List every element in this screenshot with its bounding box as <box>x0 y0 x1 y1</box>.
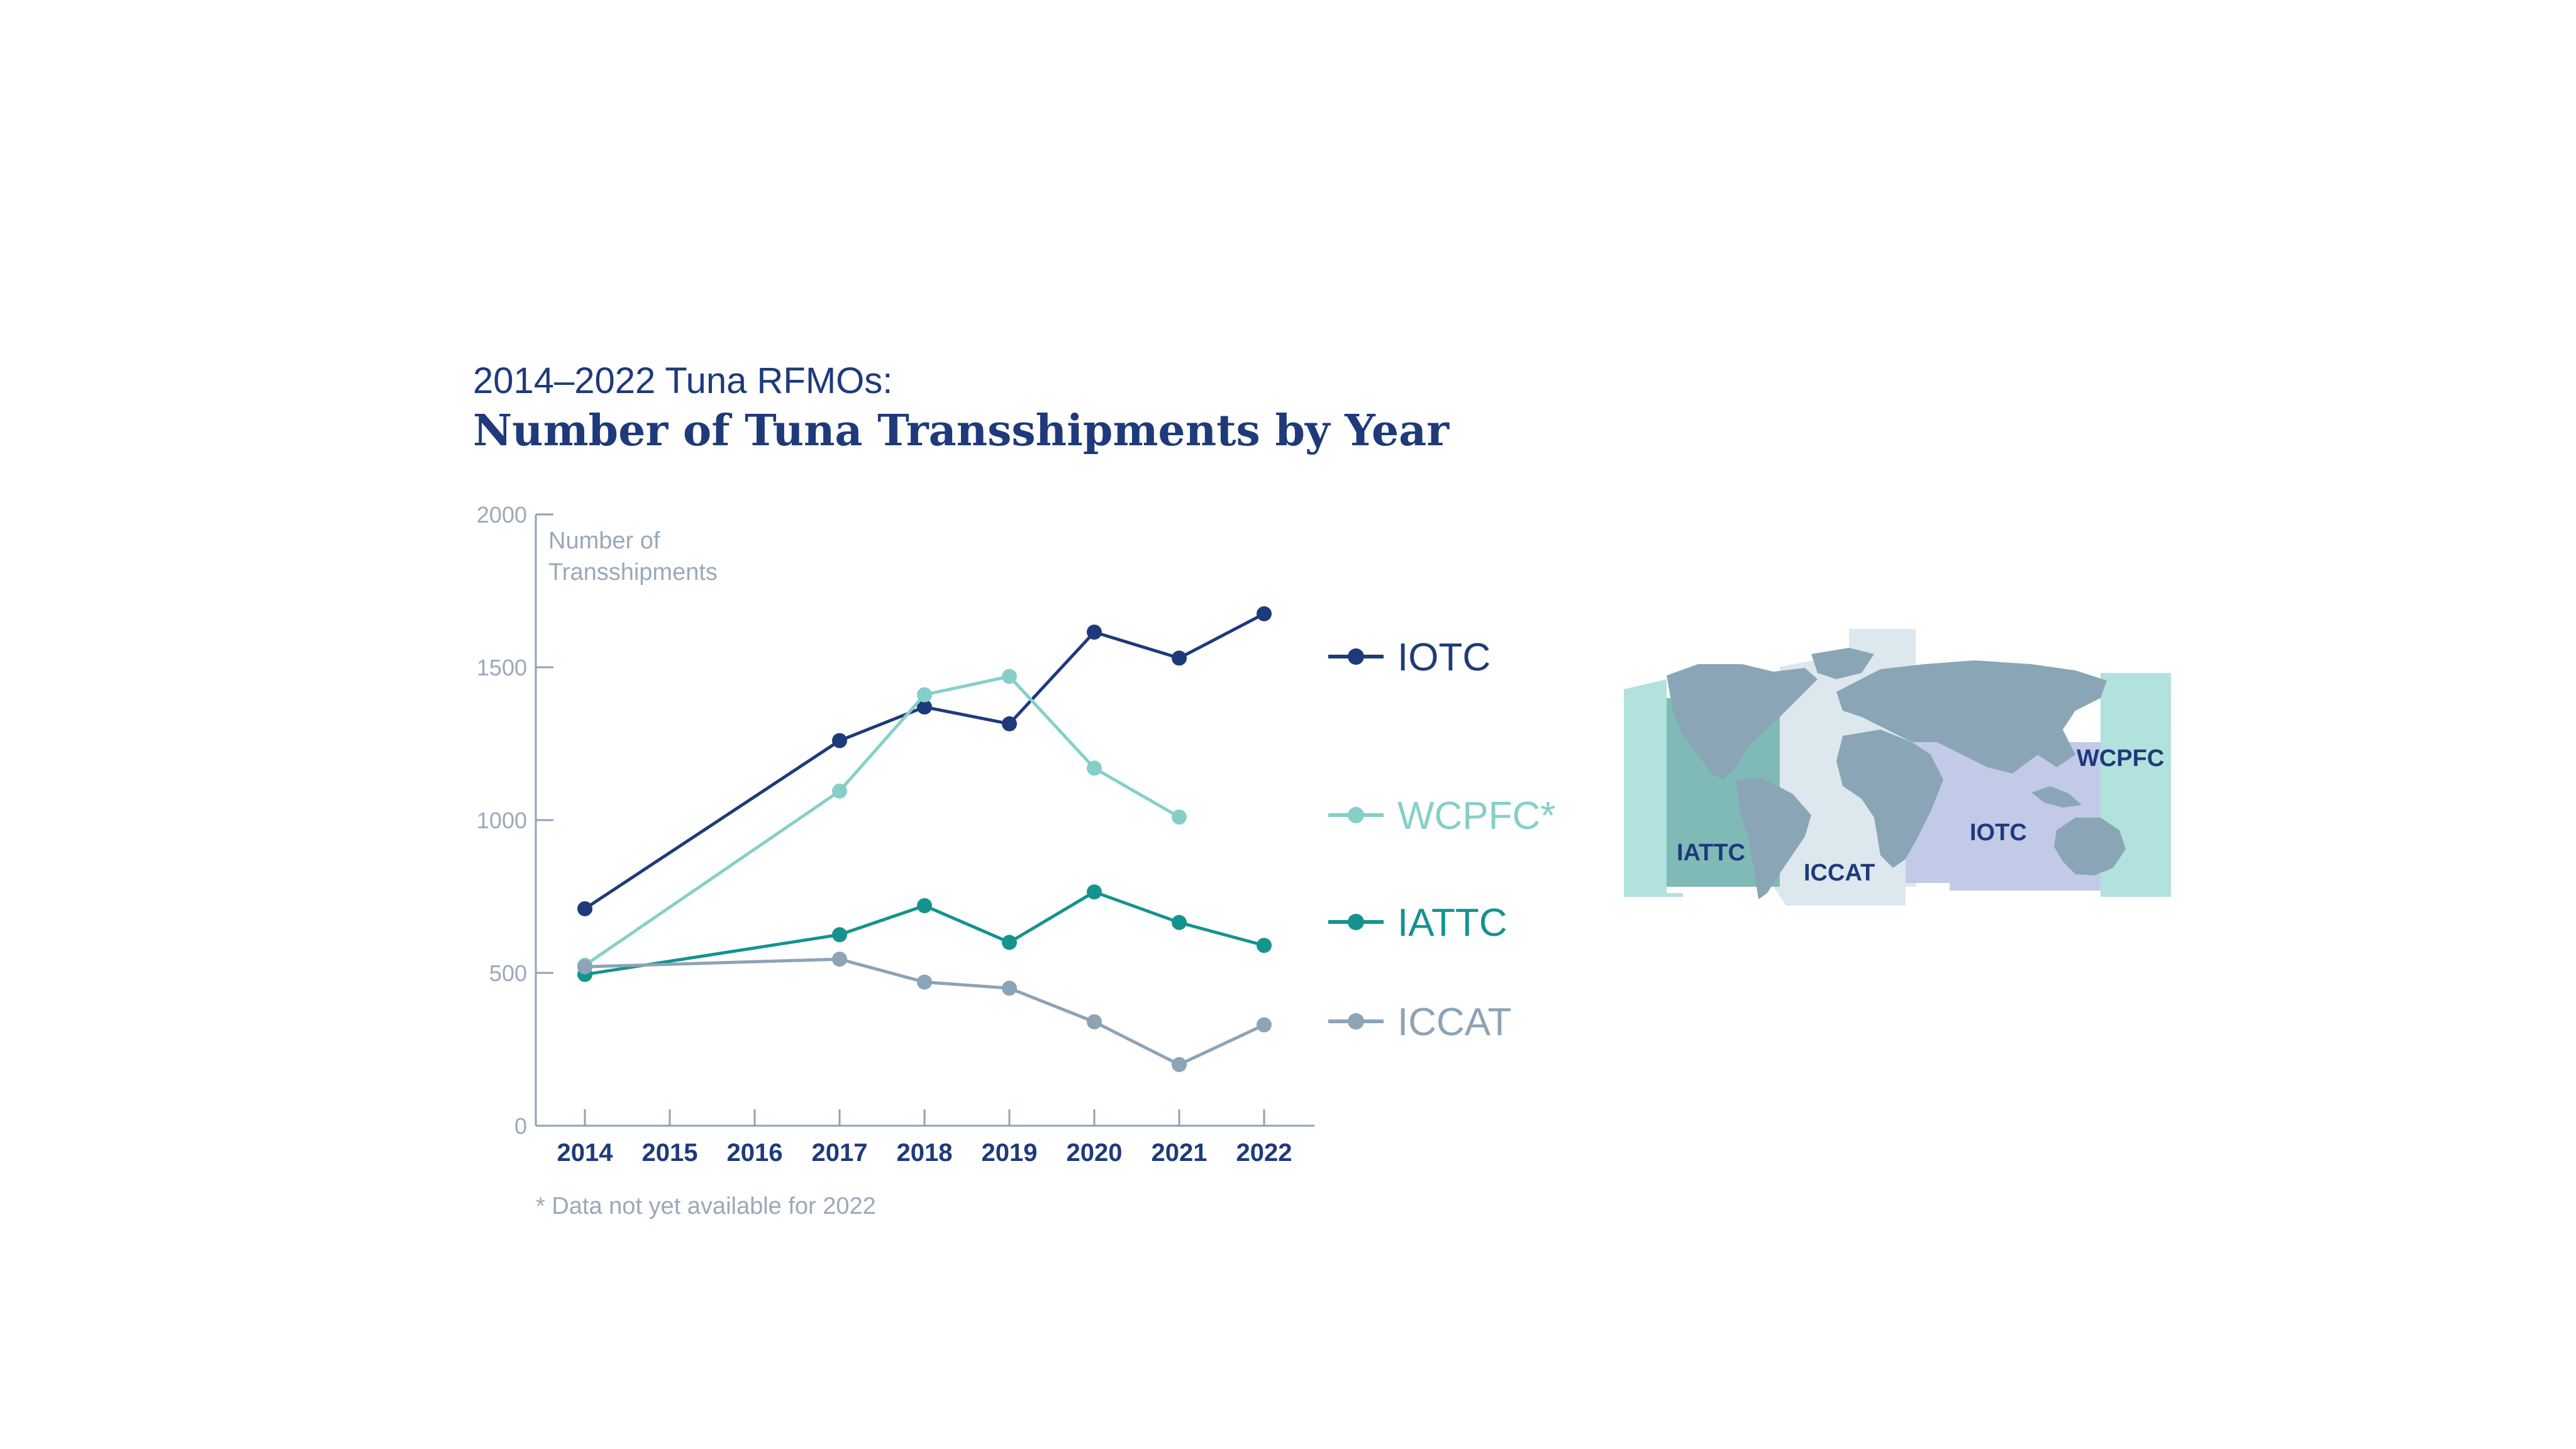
data-point-iccat <box>1257 1017 1272 1033</box>
eurasia-land <box>1836 660 2107 774</box>
data-point-iccat <box>1002 980 1017 996</box>
chart-axes <box>535 514 1314 1127</box>
data-point-wcpfc <box>832 783 847 799</box>
legend: IOTC WCPFC* IATTC ICCAT <box>1328 636 1555 1044</box>
south-america-land <box>1736 777 1811 899</box>
data-point-iattc <box>1257 938 1272 953</box>
data-point-iccat <box>917 974 932 990</box>
data-point-iattc <box>1002 935 1017 950</box>
x-tick-label: 2022 <box>1236 1139 1292 1167</box>
x-tick-label: 2021 <box>1152 1139 1208 1167</box>
legend-marker-iccat <box>1348 1013 1364 1030</box>
x-tick-label: 2015 <box>642 1139 698 1167</box>
x-tick-label: 2017 <box>812 1139 868 1167</box>
iattc-region <box>1624 679 1683 897</box>
data-point-iccat <box>1087 1014 1102 1030</box>
data-point-iotc <box>1087 625 1102 640</box>
africa-land <box>1836 730 1943 868</box>
y-ticks: 0 500 1000 1500 2000 <box>477 502 553 1139</box>
data-point-iattc <box>1172 914 1187 930</box>
legend-label-wcpfc: WCPFC* <box>1397 794 1555 838</box>
map-label-wcpfc: WCPFC <box>2077 745 2164 772</box>
data-point-iotc <box>832 733 847 748</box>
data-point-iotc <box>1172 650 1187 666</box>
map-label-iotc: IOTC <box>1970 819 2027 846</box>
data-point-wcpfc <box>1172 809 1187 825</box>
x-tick-label: 2019 <box>982 1139 1038 1167</box>
series-line-iotc <box>584 612 1265 911</box>
legend-label-iattc: IATTC <box>1397 901 1507 945</box>
data-point-wcpfc <box>917 687 932 702</box>
data-point-iotc <box>577 901 592 916</box>
legend-label-iotc: IOTC <box>1397 636 1491 679</box>
wcpfc-region <box>2004 673 2171 897</box>
y-axis-label-line-1: Number of <box>548 528 660 554</box>
y-tick-label: 1000 <box>477 808 527 833</box>
x-tick-label: 2020 <box>1067 1139 1123 1167</box>
data-point-iccat <box>577 959 592 975</box>
legend-label-iccat: ICCAT <box>1397 1001 1511 1044</box>
greenland-land <box>1811 648 1874 679</box>
legend-marker-wcpfc <box>1348 807 1364 823</box>
data-point-iotc <box>1002 716 1017 731</box>
chart-title: Number of Tuna Transshipments by Year <box>473 406 1450 456</box>
data-point-iattc <box>917 898 932 914</box>
chart-subtitle: 2014–2022 Tuna RFMOs: <box>473 360 892 401</box>
series-layer <box>577 606 1272 1072</box>
data-point-iccat <box>832 952 847 967</box>
y-tick-label: 500 <box>489 960 527 986</box>
series-line-wcpfc <box>584 675 1180 967</box>
x-tick-label: 2016 <box>727 1139 783 1167</box>
y-tick-label: 2000 <box>477 502 527 528</box>
data-point-iattc <box>1087 884 1102 900</box>
map-label-iattc: IATTC <box>1677 840 1745 866</box>
y-tick-label: 1500 <box>477 655 527 680</box>
data-point-iotc <box>917 699 932 715</box>
data-point-wcpfc <box>1002 669 1017 684</box>
y-axis-label-line-2: Transshipments <box>548 559 718 586</box>
rfmo-world-map: IATTC ICCAT IOTC WCPFC <box>1624 629 2171 906</box>
data-point-iccat <box>1172 1057 1187 1072</box>
y-tick-label: 0 <box>514 1113 527 1139</box>
australia-land <box>2054 818 2126 875</box>
legend-marker-iattc <box>1348 914 1364 930</box>
footnote: * Data not yet available for 2022 <box>536 1193 876 1219</box>
x-tick-label: 2018 <box>897 1139 953 1167</box>
indonesia-land <box>2031 786 2082 808</box>
data-point-iotc <box>1257 606 1272 621</box>
legend-marker-iotc <box>1348 648 1364 665</box>
north-america-land <box>1667 664 1818 780</box>
data-point-iattc <box>832 927 847 943</box>
x-ticks: 2014 2015 2016 2017 2018 2019 2020 2021 2022 <box>557 1109 1292 1167</box>
map-label-iccat: ICCAT <box>1804 860 1875 886</box>
x-tick-label: 2014 <box>557 1139 614 1167</box>
data-point-wcpfc <box>1087 760 1102 776</box>
